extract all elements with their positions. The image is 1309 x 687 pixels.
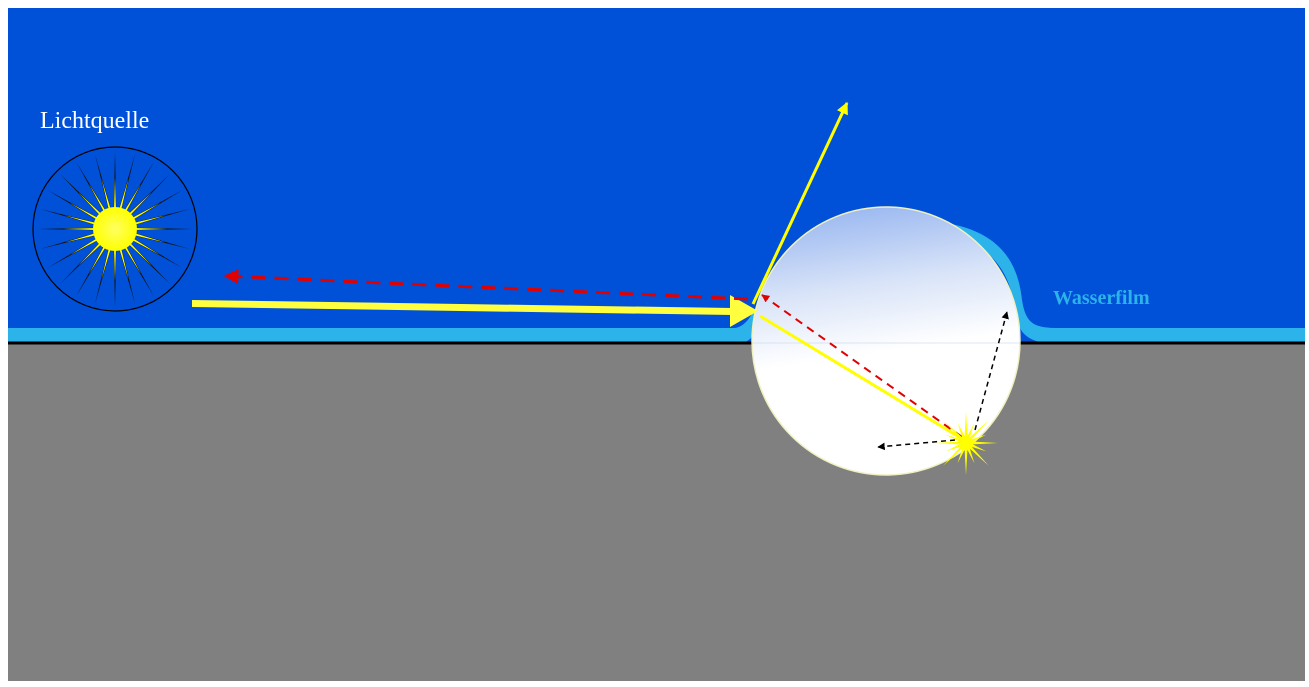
sun-ray-glow xyxy=(101,244,112,280)
sun-ray-glow xyxy=(78,239,105,266)
sun-ray xyxy=(95,242,113,304)
sun-ray-glow xyxy=(69,236,102,255)
sun-ray-glow xyxy=(101,178,112,214)
sun-ray-glow xyxy=(64,232,100,243)
starburst-icon xyxy=(934,411,998,475)
sun-ray-glow xyxy=(128,203,161,222)
sun-ray-glow xyxy=(128,236,161,255)
incident-beam xyxy=(192,300,733,315)
sun-ray xyxy=(117,154,135,216)
sun-ray xyxy=(40,209,102,227)
sun-ray-glow xyxy=(89,183,108,216)
sun-ray-glow xyxy=(122,242,141,275)
sun-ray xyxy=(128,209,190,227)
sun-ray-glow xyxy=(122,183,141,216)
scatter-path-up xyxy=(974,311,1009,431)
sun-icon xyxy=(32,146,198,312)
air-region xyxy=(8,8,1305,344)
scatter-path-left xyxy=(877,439,956,451)
refracted-ray xyxy=(759,314,965,442)
sun-ray-glow xyxy=(78,192,105,219)
sun-ray-glow xyxy=(118,178,129,214)
sun-ray xyxy=(40,231,102,249)
sun-ray xyxy=(117,242,135,304)
sun-ray-glow xyxy=(125,192,152,219)
sun-ray-glow xyxy=(113,244,117,281)
sun-ray-glow xyxy=(130,227,167,231)
incident-beam-arrowhead xyxy=(730,295,758,327)
substrate-region xyxy=(8,344,1305,681)
sun-ray-glow xyxy=(69,203,102,222)
sun-ray-glow xyxy=(130,215,166,226)
sun-ray-glow xyxy=(113,177,117,214)
sun-ray-glow xyxy=(63,227,100,231)
sun-ray xyxy=(128,231,190,249)
sun-ray xyxy=(95,154,113,216)
sun-ray-glow xyxy=(118,244,129,280)
sun-ray-glow xyxy=(130,232,166,243)
sun-ray-glow xyxy=(125,239,152,266)
water-film-label: Wasserfilm xyxy=(1053,287,1150,309)
surface-reflection-ray xyxy=(751,101,849,305)
light-source-label: Lichtquelle xyxy=(40,108,149,134)
sun-ray-glow xyxy=(64,215,100,226)
starburst-shape xyxy=(934,411,998,475)
glass-bead xyxy=(751,206,1021,476)
retroreflected-ray xyxy=(223,269,749,301)
water-film xyxy=(8,217,1305,343)
sun-ray-glow xyxy=(89,242,108,275)
